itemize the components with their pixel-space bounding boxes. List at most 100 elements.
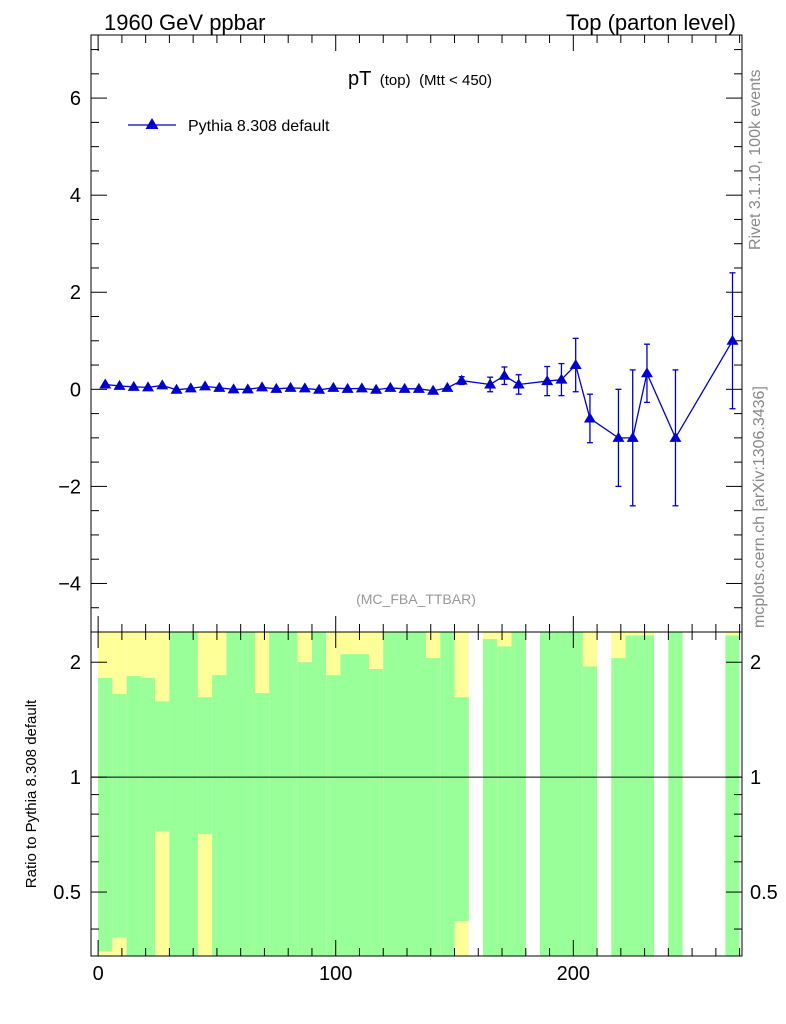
data-point [569,359,582,370]
ratio-band-inner [668,632,683,956]
main-axis-ticks [91,35,742,633]
series-pythia [99,272,739,507]
data-point [241,383,254,394]
ratio-band-inner [483,639,498,956]
ratio-band-inner [140,677,156,956]
ratio-band-inner [454,697,469,921]
data-point [455,374,468,385]
header-left-label: 1960 GeV ppbar [104,10,265,35]
data-point [626,431,639,442]
plot-title: pT (top) (Mtt < 450) [348,68,492,90]
ratio-y-tick-label-right: 0.5 [750,882,778,904]
data-point [370,383,383,394]
ratio-y-tick-label: 2 [70,652,81,674]
ratio-band-inner [98,677,113,952]
data-point [213,381,226,392]
ratio-bands [98,632,740,956]
data-point [227,383,240,394]
ratio-y-tick-labels: 0.5 0.5 1 1 2 2 [53,652,778,904]
ratio-band-inner [126,676,141,956]
ratio-band-inner [169,632,198,956]
data-point [412,382,425,393]
ratio-y-tick-label-right: 1 [750,767,761,789]
data-point [541,375,554,386]
ratio-axis-ticks [91,632,742,956]
ratio-band-inner [326,675,341,956]
data-point [298,382,311,393]
header-right-label: Top (parton level) [566,10,736,35]
data-point [355,382,368,393]
data-point [256,381,269,392]
main-y-tick-label: 0 [70,379,81,401]
ratio-panel: 0.5 0.5 1 1 2 2 0 100 200 Ratio to Pythia 8.308… [23,631,778,985]
legend: Pythia 8.308 default [128,118,330,135]
ratio-band-inner [383,632,427,956]
x-tick-labels: 0 100 200 [93,963,590,985]
data-point [583,412,596,423]
data-point [99,378,112,389]
data-point [640,367,653,378]
data-point [484,378,497,389]
data-point [726,334,739,345]
data-point [427,384,440,395]
ratio-band-inner [311,632,327,956]
x-tick-label: 200 [557,963,590,985]
main-y-tick-label: 4 [70,185,81,207]
ratio-band-inner [297,662,312,956]
data-point [199,380,212,391]
ratio-band-inner [340,654,369,956]
ratio-frame [90,631,743,957]
ratio-band-inner [568,632,583,956]
mcplots-label: mcplots.cern.ch [arXiv:1306.3436] [751,386,768,628]
ratio-band-inner [625,635,655,956]
data-point [142,381,155,392]
ratio-band-inner [226,632,255,956]
ratio-band-inner [269,632,298,956]
ratio-y-tick-label: 1 [70,767,81,789]
x-tick-label: 100 [319,963,352,985]
data-point [284,381,297,392]
ratio-band-inner [155,701,170,832]
main-y-tick-labels: −4 −2 0 2 4 6 [58,88,81,595]
data-point [113,379,126,390]
data-point [327,381,340,392]
data-point [270,382,283,393]
main-y-tick-label: 6 [70,88,81,110]
data-point [612,431,625,442]
ratio-band-inner [540,632,569,956]
legend-marker-triangle-icon [145,118,159,129]
data-point [555,373,568,384]
data-point [127,380,140,391]
data-point [384,381,397,392]
data-point [498,369,511,380]
data-point [184,382,197,393]
ratio-band-inner [440,632,455,956]
ratio-band-inner [197,697,213,834]
main-y-tick-label: −2 [58,476,81,498]
data-point [512,378,525,389]
ratio-band-inner [426,658,441,956]
main-y-tick-label: −4 [58,573,81,595]
ratio-band-inner [611,658,626,956]
ratio-band-inner [368,668,384,956]
ratio-y-axis-label: Ratio to Pythia 8.308 default [23,699,40,888]
data-point [170,383,183,394]
rivet-label: Rivet 3.1.10, 100k events [747,69,764,250]
data-point [669,431,682,442]
ratio-band-inner [497,646,512,956]
ratio-y-tick-label-right: 2 [750,652,761,674]
data-point [341,382,354,393]
ratio-band-inner [112,694,127,938]
ratio-band-inner [212,675,227,956]
main-y-tick-label: 2 [70,282,81,304]
ratio-band-inner [725,635,740,956]
ratio-band-inner [254,693,270,956]
main-panel: −4 −2 0 2 4 6 pT (top) (Mtt < 450) Pythia 8.3… [58,34,743,633]
ratio-band-inner [511,632,526,956]
ratio-y-tick-label: 0.5 [53,882,81,904]
ratio-band-inner [582,666,598,956]
data-point [313,383,326,394]
watermark-label: (MC_FBA_TTBAR) [356,591,476,607]
data-point [398,382,411,393]
